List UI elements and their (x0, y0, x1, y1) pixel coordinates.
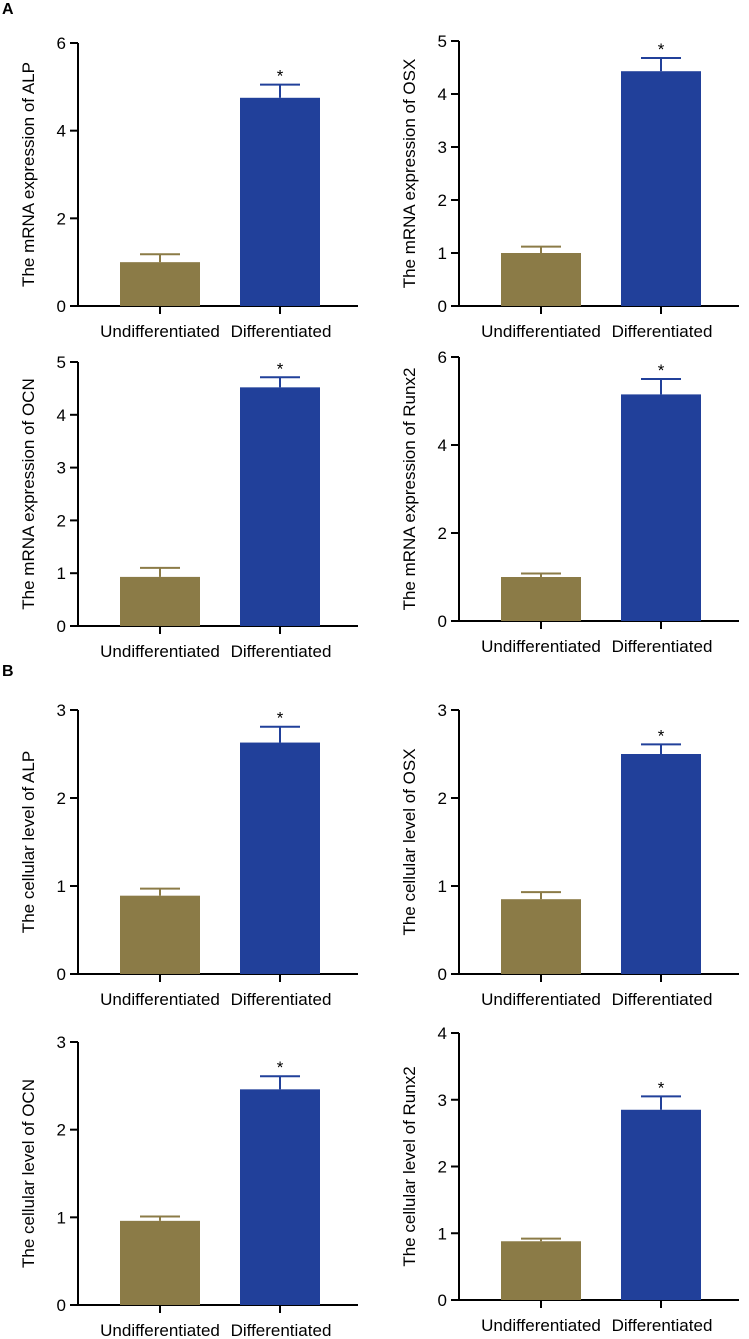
y-axis-label: The mRNA expression of OCN (19, 378, 38, 609)
significance-marker: * (277, 359, 284, 378)
y-tick-label: 2 (438, 524, 447, 543)
x-category-label: Undifferentiated (100, 1321, 220, 1339)
y-tick-label: 2 (57, 789, 66, 808)
x-category-label: Undifferentiated (100, 642, 220, 661)
y-tick-label: 2 (438, 789, 447, 808)
y-tick-label: 0 (57, 297, 66, 316)
chart-4: 0 2 4 6 The mRNA expression of Runx2 Undiffer… (400, 348, 739, 656)
y-tick-label: 6 (57, 34, 66, 53)
y-tick-label: 1 (438, 1224, 447, 1243)
bar-undifferentiated (501, 253, 581, 306)
bar-differentiated (621, 754, 701, 974)
y-tick-label: 4 (57, 122, 66, 141)
chart-8: 0 1 2 3 4 The cellular level of Runx2 Undiffer… (400, 1024, 739, 1335)
y-tick-label: 4 (438, 1024, 447, 1043)
significance-marker: * (277, 67, 284, 86)
y-tick-label: 1 (57, 564, 66, 583)
y-tick-label: 0 (57, 1296, 66, 1315)
significance-marker: * (658, 361, 665, 380)
panel-label-a: A (2, 1, 14, 18)
x-category-label: Undifferentiated (481, 322, 601, 341)
significance-marker: * (658, 40, 665, 59)
bar-undifferentiated (120, 1220, 200, 1305)
x-category-label: Undifferentiated (481, 990, 601, 1009)
x-category-label: Differentiated (231, 990, 332, 1009)
y-tick-label: 6 (438, 348, 447, 367)
y-tick-label: 2 (57, 1121, 66, 1140)
x-category-label: Undifferentiated (100, 322, 220, 341)
y-tick-label: 1 (57, 877, 66, 896)
significance-marker: * (277, 709, 284, 728)
y-axis-label: The cellular level of OCN (19, 1079, 38, 1268)
y-axis-label: The cellular level of Runx2 (400, 1066, 419, 1266)
bar-differentiated (621, 394, 701, 621)
y-tick-label: 4 (57, 406, 66, 425)
x-category-label: Differentiated (612, 637, 713, 656)
bar-differentiated (240, 387, 320, 626)
y-tick-label: 0 (438, 965, 447, 984)
significance-marker: * (277, 1058, 284, 1077)
y-tick-label: 3 (57, 1033, 66, 1052)
bar-differentiated (621, 71, 701, 307)
y-tick-label: 0 (438, 1291, 447, 1310)
chart-1: 0 2 4 6 The mRNA expression of ALP Undifferen… (19, 34, 358, 341)
y-tick-label: 5 (438, 32, 447, 51)
chart-5: 0 1 2 3 The cellular level of ALP Undifferent… (19, 701, 358, 1009)
significance-marker: * (658, 1078, 665, 1097)
y-tick-label: 1 (438, 244, 447, 263)
chart-3: 0 1 2 3 4 5 The mRNA expression of OCN Undiffer… (19, 353, 358, 661)
y-tick-label: 3 (438, 138, 447, 157)
chart-7: 0 1 2 3 The cellular level of OCN Undifferent… (19, 1033, 358, 1339)
y-tick-label: 0 (57, 965, 66, 984)
x-category-label: Differentiated (231, 642, 332, 661)
y-tick-label: 2 (57, 511, 66, 530)
y-tick-label: 1 (57, 1208, 66, 1227)
panel-label-b: B (2, 663, 14, 680)
bar-undifferentiated (501, 899, 581, 974)
x-category-label: Undifferentiated (100, 990, 220, 1009)
x-category-label: Differentiated (612, 322, 713, 341)
y-tick-label: 5 (57, 353, 66, 372)
y-axis-label: The mRNA expression of OSX (400, 59, 419, 289)
bar-undifferentiated (501, 577, 581, 621)
x-category-label: Undifferentiated (481, 1316, 601, 1335)
x-category-label: Differentiated (231, 322, 332, 341)
y-tick-label: 0 (57, 617, 66, 636)
x-category-label: Differentiated (231, 1321, 332, 1339)
bar-undifferentiated (120, 262, 200, 306)
y-tick-label: 3 (438, 701, 447, 720)
bar-differentiated (240, 97, 320, 307)
bar-differentiated (240, 1089, 320, 1305)
y-axis-label: The cellular level of OSX (400, 748, 419, 935)
y-tick-label: 4 (438, 436, 447, 455)
y-tick-label: 2 (438, 1158, 447, 1177)
y-tick-label: 4 (438, 85, 447, 104)
bar-undifferentiated (501, 1241, 581, 1300)
x-category-label: Differentiated (612, 990, 713, 1009)
bar-differentiated (240, 742, 320, 974)
significance-marker: * (658, 726, 665, 745)
x-category-label: Differentiated (612, 1316, 713, 1335)
y-tick-label: 0 (438, 297, 447, 316)
y-tick-label: 2 (57, 209, 66, 228)
y-axis-label: The cellular level of ALP (19, 751, 38, 933)
y-axis-label: The mRNA expression of ALP (19, 62, 38, 287)
y-axis-label: The mRNA expression of Runx2 (400, 368, 419, 611)
bar-undifferentiated (120, 576, 200, 626)
y-tick-label: 3 (438, 1091, 447, 1110)
y-tick-label: 0 (438, 612, 447, 631)
y-tick-label: 3 (57, 459, 66, 478)
y-tick-label: 3 (57, 701, 66, 720)
x-category-label: Undifferentiated (481, 637, 601, 656)
y-tick-label: 2 (438, 191, 447, 210)
y-tick-label: 1 (438, 877, 447, 896)
bar-undifferentiated (120, 895, 200, 974)
chart-6: 0 1 2 3 The cellular level of OSX Undifferent… (400, 701, 739, 1009)
chart-2: 0 1 2 3 4 5 The mRNA expression of OSX Undiffer… (400, 32, 739, 341)
bar-differentiated (621, 1109, 701, 1300)
charts-container: 0 2 4 6 The mRNA expression of ALP Undifferen… (19, 32, 739, 1339)
